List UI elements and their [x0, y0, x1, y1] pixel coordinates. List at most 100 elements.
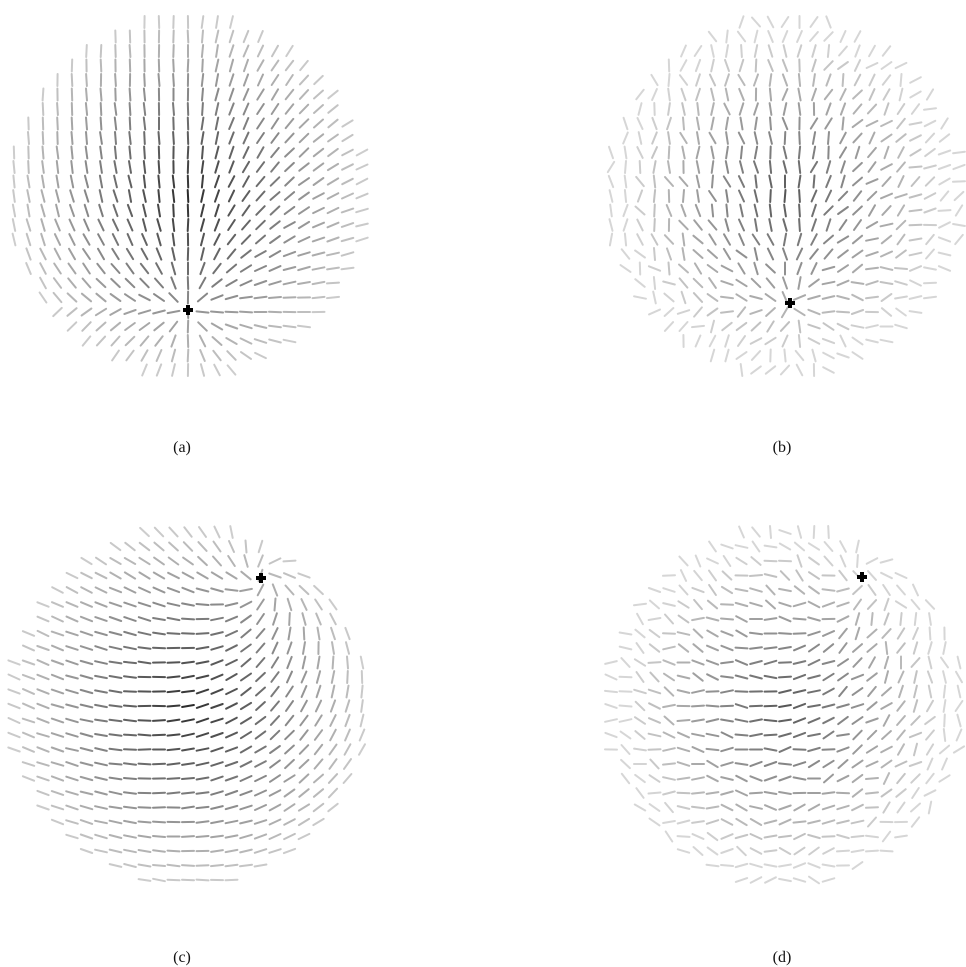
orientation-segment — [952, 180, 966, 183]
orientation-segment — [239, 848, 253, 854]
orientation-segment — [7, 673, 21, 681]
orientation-segment — [909, 134, 922, 142]
orientation-segment — [108, 675, 123, 679]
orientation-segment — [225, 263, 238, 274]
orientation-segment — [836, 791, 850, 795]
orientation-segment — [943, 713, 946, 728]
orientation-segment — [225, 337, 238, 345]
orientation-segment — [126, 203, 134, 218]
orientation-segment — [724, 87, 730, 102]
orientation-segment — [706, 557, 719, 565]
orientation-segment — [734, 646, 749, 650]
orientation-segment — [662, 776, 676, 781]
orientation-segment — [108, 660, 123, 665]
orientation-segment — [239, 833, 253, 840]
orientation-segment — [312, 177, 325, 186]
orientation-segment — [253, 833, 268, 840]
orientation-segment — [880, 788, 893, 798]
orientation-segment — [152, 646, 166, 650]
orientation-segment — [212, 349, 222, 362]
orientation-segment — [676, 835, 691, 838]
orientation-segment — [171, 174, 176, 189]
orientation-segment — [137, 646, 152, 650]
orientation-segment — [298, 206, 310, 215]
orientation-segment — [908, 193, 923, 199]
orientation-segment — [825, 160, 832, 174]
orientation-segment — [314, 714, 323, 727]
orientation-segment — [897, 146, 905, 159]
orientation-segment — [879, 338, 894, 344]
orientation-segment — [214, 131, 220, 145]
orientation-segment — [778, 559, 792, 563]
orientation-segment — [942, 699, 947, 713]
orientation-segment — [228, 540, 235, 553]
orientation-segment — [112, 189, 119, 203]
orientation-segment — [152, 849, 166, 853]
orientation-segment — [636, 218, 644, 232]
orientation-segment — [822, 730, 835, 740]
orientation-segment — [195, 688, 210, 695]
orientation-segment — [865, 119, 879, 128]
orientation-segment — [253, 280, 268, 286]
orientation-segment — [763, 659, 778, 666]
orientation-segment — [720, 617, 734, 621]
orientation-segment — [753, 44, 759, 58]
orientation-segment — [793, 803, 806, 812]
orientation-segment — [851, 263, 864, 274]
orientation-segment — [667, 73, 671, 87]
orientation-segment — [682, 116, 685, 131]
orientation-segment — [152, 733, 166, 737]
orientation-segment — [678, 321, 689, 332]
orientation-segment — [837, 672, 849, 682]
orientation-segment — [954, 204, 964, 217]
orientation-segment — [272, 612, 278, 626]
orientation-segment — [297, 265, 311, 272]
orientation-segment — [210, 631, 224, 636]
orientation-segment — [110, 335, 121, 347]
orientation-segment — [268, 848, 282, 854]
orientation-segment — [166, 777, 181, 780]
orientation-segment — [779, 364, 791, 376]
orientation-segment — [268, 280, 282, 286]
orientation-segment — [285, 700, 294, 712]
orientation-segment — [153, 293, 165, 302]
orientation-segment — [837, 715, 849, 726]
orientation-segment — [822, 366, 835, 374]
orientation-segment — [720, 675, 734, 679]
orientation-segment — [797, 87, 802, 102]
orientation-segment — [343, 758, 352, 770]
orientation-segment — [166, 762, 181, 766]
orientation-segment — [792, 702, 807, 710]
orientation-segment — [155, 262, 163, 275]
orientation-segment — [884, 641, 889, 655]
orientation-segment — [21, 659, 36, 666]
plus-marker-icon — [256, 573, 266, 583]
orientation-segment — [313, 118, 324, 129]
orientation-segment — [827, 131, 830, 145]
orientation-segment — [807, 337, 821, 345]
orientation-segment — [648, 308, 661, 316]
orientation-segment — [186, 58, 190, 73]
orientation-segment — [694, 203, 702, 218]
orientation-segment — [270, 74, 280, 86]
orientation-segment — [51, 615, 64, 623]
orientation-segment — [853, 59, 862, 72]
orientation-segment — [749, 847, 763, 855]
orientation-segment — [225, 658, 238, 667]
orientation-segment — [210, 645, 224, 651]
orientation-segment — [663, 672, 675, 682]
orientation-segment — [256, 103, 265, 115]
orientation-segment — [210, 732, 224, 738]
orientation-segment — [738, 233, 745, 246]
orientation-segment — [737, 73, 746, 87]
orientation-segment — [355, 222, 369, 228]
orientation-segment — [865, 834, 879, 839]
orientation-segment — [241, 204, 251, 217]
orientation-segment — [662, 703, 676, 709]
orientation-segment — [79, 833, 94, 840]
orientation-segment — [114, 131, 117, 145]
orientation-segment — [257, 73, 264, 87]
orientation-segment — [765, 263, 776, 274]
orientation-segment — [143, 131, 146, 145]
orientation-segment — [242, 29, 250, 44]
